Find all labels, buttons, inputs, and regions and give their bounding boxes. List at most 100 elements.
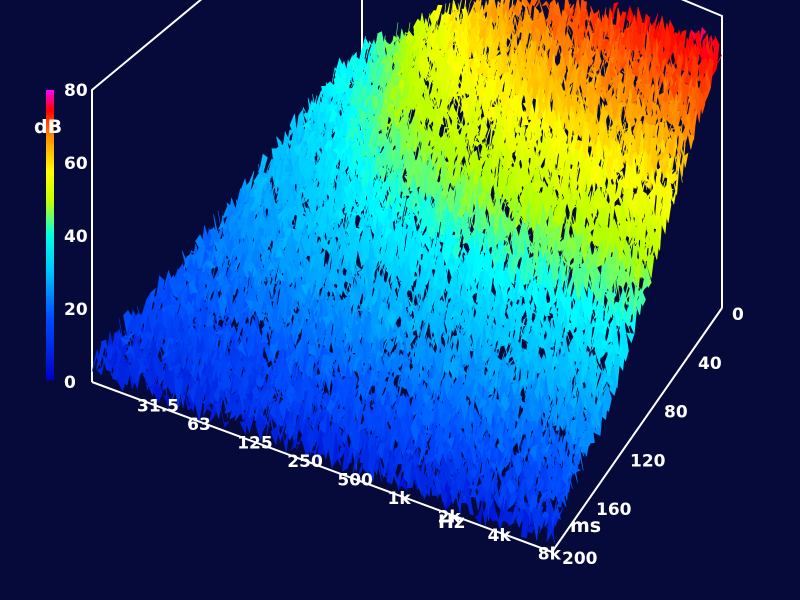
surface-cell [384,116,394,128]
surface-cell [543,73,552,109]
surface-cell [311,91,322,127]
surface-cell [498,91,507,110]
surface-cell [488,122,497,158]
surface-cell [342,79,352,90]
surface-cell [480,143,490,160]
surface-cell [680,145,689,168]
surface-cell [488,73,498,81]
surface-cell [433,137,443,156]
surface-cell [605,83,614,112]
surface-cell [660,194,669,232]
surface-cell [590,9,599,36]
surface-cell [563,118,572,132]
surface-cell [650,148,659,173]
surface-cell [546,119,555,142]
surface-cell [689,110,697,141]
surface-cell [661,49,670,67]
surface-cell [665,115,674,125]
surface-cell [514,0,523,18]
surface-cell [672,160,680,196]
surface-cell [540,147,549,168]
surface-cell [603,104,612,124]
surface-cell [520,109,530,127]
surface-cell [307,102,317,127]
surface-cell [617,190,625,205]
surface-cell [568,113,577,150]
surface-cell [567,64,576,89]
surface-cell [618,11,627,35]
surface-cell [332,147,343,161]
surface-cell [610,160,618,183]
back-frame-line [91,0,723,382]
surface-cell [573,45,582,66]
surface-cell [445,124,455,136]
surface-cell [617,152,626,174]
surface-cell [479,116,488,143]
surface-cell [630,85,639,107]
surface-cell [328,108,338,123]
surface-cell [466,41,476,62]
surface-cell [430,85,440,107]
surface-cell [631,61,640,77]
surface-cell [684,74,692,85]
surface-cell [601,38,610,50]
surface-cell [546,0,555,28]
surface-cell [541,0,551,12]
surface-cell [576,120,585,140]
surface-cell [656,195,665,216]
surface-cell [563,72,573,106]
surface-cell [396,68,406,76]
surface-cell [482,0,491,23]
surface-cell [510,8,520,13]
surface-cell [586,171,595,189]
surface-cell [421,59,431,81]
surface-cell [654,140,664,156]
surface-cell [698,26,707,47]
surface-cell [362,92,372,108]
surface-cell [330,67,340,92]
surface-cell [367,125,377,148]
surface-cell [619,175,628,193]
surface-cell [669,82,678,101]
surface-cell [337,86,348,96]
surface-cell [465,0,472,26]
surface-cell [537,99,546,119]
surface-cell [659,160,668,178]
surface-cell [545,139,554,166]
surface-mesh [91,0,723,544]
surface-cell [477,157,487,167]
surface-cell [490,0,499,24]
surface-cell [477,79,486,106]
surface-cell [601,52,610,65]
surface-cell [683,121,692,148]
surface-cell [510,130,519,155]
surface-cell [437,49,447,55]
surface-cell [453,108,462,127]
surface-cell [574,139,583,151]
surface-cell [482,22,492,51]
surface-cell [467,124,476,157]
surface-cell [515,19,524,40]
surface-cell [559,148,568,191]
surface-cell [467,56,476,72]
surface-cell [514,11,523,39]
surface-cell [636,32,645,52]
surface-cell [641,115,650,131]
surface-cell [436,110,445,128]
surface-cell [425,76,435,87]
surface-cell [428,125,438,148]
surface-cell [442,139,451,153]
surface-cell [529,0,538,7]
surface-cell [633,50,642,71]
surface-cell [315,136,325,174]
surface-cell [487,46,496,69]
surface-cell [618,60,628,69]
surface-cell [345,127,355,148]
surface-cell [582,9,591,29]
surface-cell [628,29,637,52]
surface-cell [626,5,635,24]
surface-cell [644,169,653,190]
surface-cell [449,20,459,36]
